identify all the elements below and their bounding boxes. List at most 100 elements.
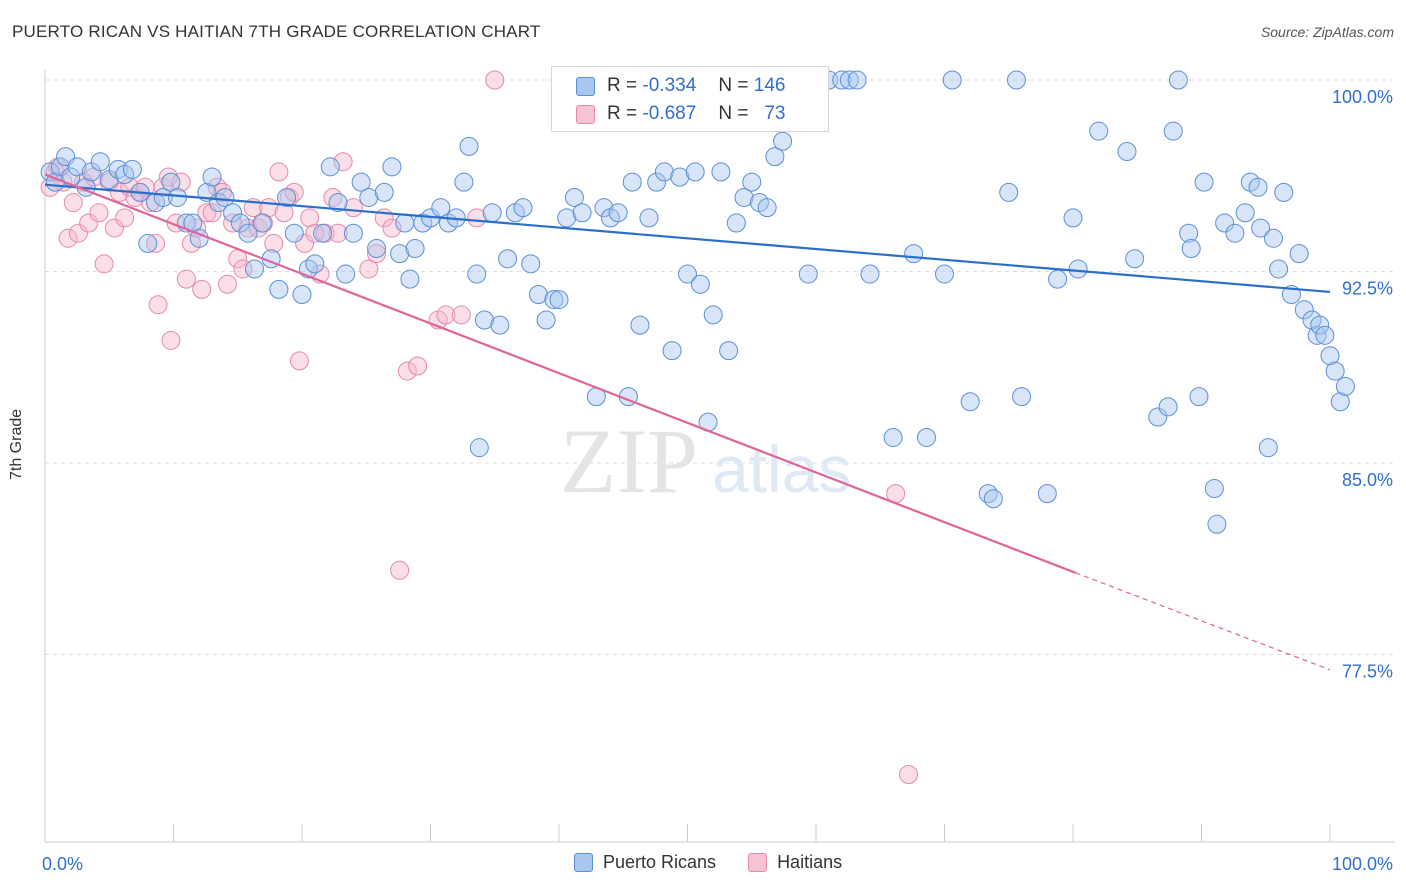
puerto-rican-point <box>305 254 325 274</box>
puerto-rican-point <box>1148 407 1168 427</box>
stats-row-haitians: R = -0.687 N = 73 <box>576 102 785 126</box>
haitian-point <box>328 223 348 243</box>
puerto-rican-point <box>1204 479 1224 499</box>
haitian-point <box>367 244 387 264</box>
puerto-rican-point <box>1117 141 1137 161</box>
puerto-rican-point <box>108 159 128 179</box>
n-value: 73 <box>764 103 786 124</box>
puerto-rican-point <box>153 187 173 207</box>
puerto-rican-point <box>630 315 650 335</box>
puerto-rican-point <box>1225 223 1245 243</box>
puerto-rican-point <box>238 223 258 243</box>
puerto-rican-point <box>482 203 502 223</box>
puerto-rican-point <box>594 198 614 218</box>
haitian-point <box>233 259 253 279</box>
haitian-point <box>158 167 178 187</box>
puerto-rican-point <box>1289 244 1309 264</box>
puerto-rican-point <box>711 162 731 182</box>
puerto-ricans-trend-line <box>44 183 1331 294</box>
stats-row-puerto-ricans: R = -0.334 N = 146 <box>576 74 785 98</box>
puerto-rican-point <box>1179 223 1199 243</box>
haitian-point <box>359 259 379 279</box>
puerto-rican-point <box>343 223 363 243</box>
puerto-rican-point <box>367 239 387 259</box>
puerto-rican-point <box>622 172 642 192</box>
puerto-rican-point <box>544 290 564 310</box>
legend-item-puerto-ricans[interactable]: Puerto Ricans <box>574 852 716 873</box>
puerto-rican-point <box>395 213 415 233</box>
legend-item-haitians[interactable]: Haitians <box>748 852 842 873</box>
puerto-rican-point <box>942 70 962 90</box>
puerto-rican-point <box>359 187 379 207</box>
puerto-rican-point <box>1235 203 1255 223</box>
n-label: N = <box>718 75 749 96</box>
watermark-zip: ZIP <box>560 410 698 512</box>
legend: Puerto Ricans Haitians <box>574 852 874 873</box>
puerto-rican-point <box>138 233 158 253</box>
haitian-point <box>146 233 166 253</box>
puerto-rican-point <box>1158 397 1178 417</box>
haitian-point <box>467 208 487 228</box>
puerto-rican-point <box>860 264 880 284</box>
puerto-rican-point <box>336 264 356 284</box>
blue-swatch <box>576 76 595 96</box>
puerto-rican-point <box>313 223 333 243</box>
puerto-rican-point <box>1189 387 1209 407</box>
legend-blue-swatch <box>574 853 593 872</box>
puerto-rican-point <box>654 162 674 182</box>
r-value: -0.687 <box>642 103 697 124</box>
puerto-rican-point <box>498 249 518 269</box>
puerto-rican-point <box>1194 172 1214 192</box>
haitian-point <box>295 233 315 253</box>
puerto-rican-point <box>1258 438 1278 458</box>
haitian-point <box>89 203 109 223</box>
pink-swatch <box>576 104 595 124</box>
puerto-rican-point <box>1207 514 1227 534</box>
haitian-point <box>451 305 471 325</box>
puerto-rican-point <box>223 203 243 223</box>
puerto-rican-point <box>454 172 474 192</box>
puerto-rican-point <box>832 70 852 90</box>
haitian-point <box>176 269 196 289</box>
tick-labels: 100.0% 92.5% 85.0% 77.5% 0.0% 100.0% <box>42 87 1393 874</box>
puerto-ricans-points <box>40 70 1355 534</box>
puerto-rican-point <box>1063 208 1083 228</box>
puerto-rican-point <box>883 427 903 447</box>
puerto-rican-point <box>1248 177 1268 197</box>
haitian-point <box>148 295 168 315</box>
trend-lines <box>44 173 1331 671</box>
puerto-rican-point <box>374 182 394 202</box>
puerto-rican-point <box>1320 346 1340 366</box>
puerto-rican-point <box>847 70 867 90</box>
y-tick-label: 92.5% <box>1342 279 1393 299</box>
legend-label: Puerto Ricans <box>603 852 717 872</box>
puerto-rican-point <box>292 284 312 304</box>
haitian-point <box>202 203 222 223</box>
puerto-rican-point <box>1310 315 1330 335</box>
puerto-rican-point <box>277 187 297 207</box>
r-label: R = <box>607 103 638 124</box>
puerto-rican-point <box>215 187 235 207</box>
puerto-rican-point <box>572 203 592 223</box>
puerto-rican-point <box>202 167 222 187</box>
haitian-point <box>207 177 227 197</box>
r-label: R = <box>607 75 638 96</box>
haitians-trend-line <box>44 173 1076 574</box>
puerto-rican-point <box>1263 228 1283 248</box>
puerto-rican-point <box>513 198 533 218</box>
haitian-point <box>333 152 353 172</box>
puerto-rican-point <box>1274 182 1294 202</box>
puerto-rican-point <box>1251 218 1271 238</box>
watermark-atlas: atlas <box>712 432 851 506</box>
r-value: -0.334 <box>642 75 697 96</box>
n-value: 146 <box>753 75 786 96</box>
watermark: ZIP atlas <box>560 410 851 512</box>
axes <box>44 70 1395 843</box>
puerto-rican-point <box>400 269 420 289</box>
stats-box: R = -0.334 N = 146 R = -0.687 N = 73 <box>551 66 829 132</box>
puerto-rican-point <box>1089 121 1109 141</box>
haitian-point <box>40 177 60 197</box>
puerto-rican-point <box>405 239 425 259</box>
puerto-rican-point <box>328 193 348 213</box>
haitian-point <box>485 70 505 90</box>
